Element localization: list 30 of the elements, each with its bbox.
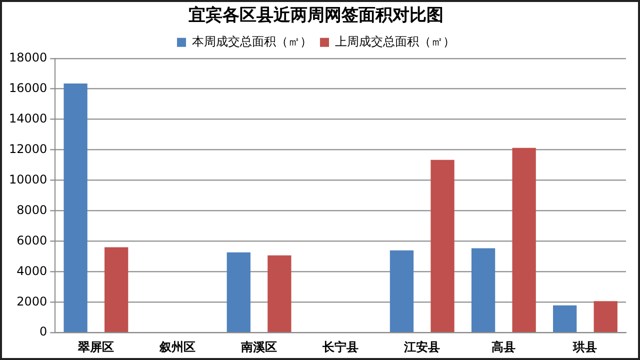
bar xyxy=(104,247,128,332)
bar xyxy=(512,148,536,332)
x-tick-label: 南溪区 xyxy=(240,340,278,354)
x-tick-label: 珙县 xyxy=(572,340,598,354)
y-tick-label: 14000 xyxy=(8,111,48,126)
bar xyxy=(64,84,88,332)
legend-label: 上周成交总面积（㎡） xyxy=(335,34,455,49)
y-tick-label: 4000 xyxy=(16,264,48,278)
y-tick-label: 2000 xyxy=(16,294,48,308)
bar xyxy=(390,250,414,332)
legend-label: 本周成交总面积（㎡） xyxy=(192,34,312,49)
x-tick-label: 翠屏区 xyxy=(76,340,114,354)
bar xyxy=(268,255,292,332)
x-tick-label: 长宁县 xyxy=(322,340,359,354)
bar xyxy=(471,248,496,332)
x-tick-label: 江安县 xyxy=(403,340,440,354)
y-tick-label: 10000 xyxy=(8,172,48,186)
bar xyxy=(594,301,618,332)
x-tick-label: 叙州区 xyxy=(158,340,196,354)
bar xyxy=(226,252,250,332)
chart-title: 宜宾各区县近两周网签面积对比图 xyxy=(188,6,444,26)
y-tick-label: 8000 xyxy=(16,202,48,217)
y-tick-label: 16000 xyxy=(8,80,48,95)
y-tick-label: 6000 xyxy=(16,233,48,248)
y-tick-label: 0 xyxy=(40,324,48,339)
bar xyxy=(430,160,454,332)
x-tick-label: 高县 xyxy=(492,340,516,354)
bar xyxy=(553,305,577,332)
y-tick-label: 12000 xyxy=(8,142,48,156)
y-tick-label: 18000 xyxy=(8,50,48,65)
